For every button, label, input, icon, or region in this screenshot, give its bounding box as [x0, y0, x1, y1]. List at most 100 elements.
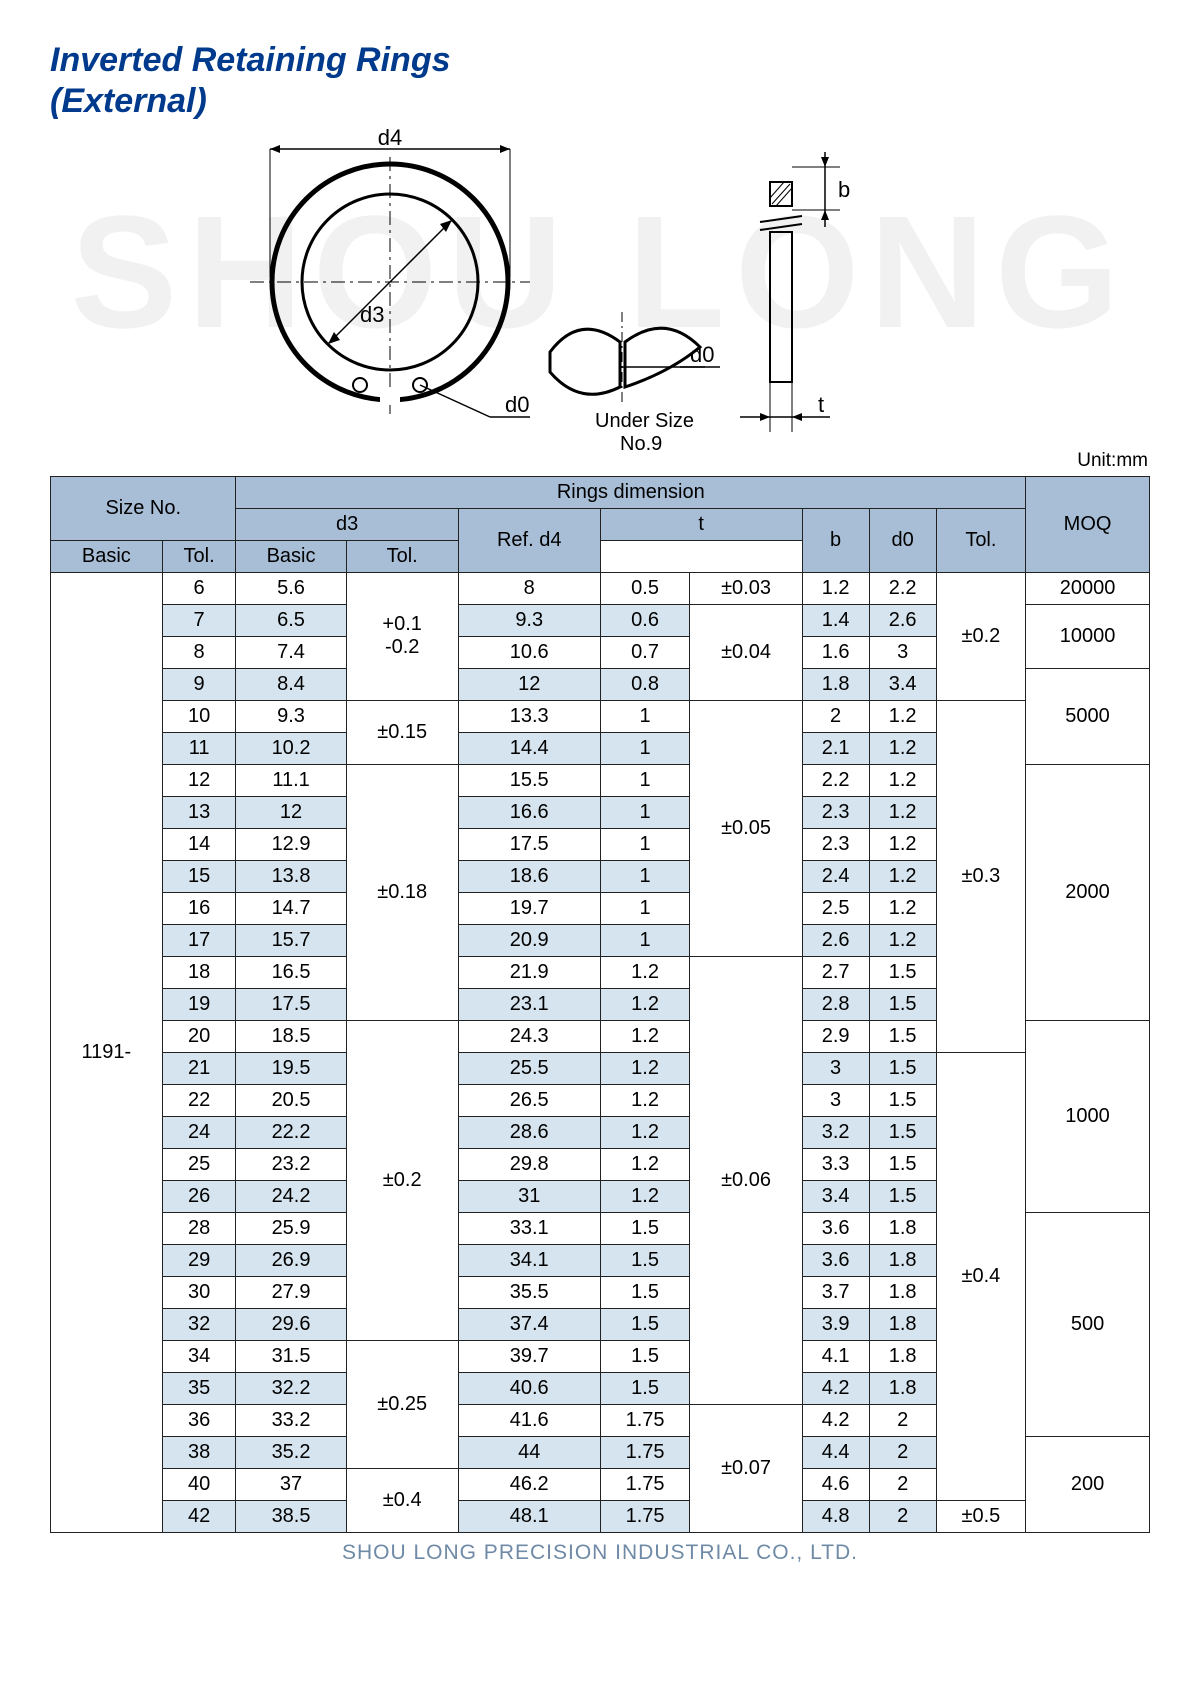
d4-cell: 37.4	[458, 1308, 600, 1340]
d3-basic-cell: 12	[236, 796, 346, 828]
footer: SHOU LONG PRECISION INDUSTRIAL CO., LTD.	[50, 1541, 1150, 1565]
t-tol-cell: ±0.06	[690, 956, 802, 1404]
b-label: b	[838, 177, 850, 202]
gtol-cell: ±0.5	[936, 1500, 1025, 1532]
d4-cell: 18.6	[458, 860, 600, 892]
d4-cell: 31	[458, 1180, 600, 1212]
d3-basic-cell: 5.6	[236, 572, 346, 604]
d4-cell: 20.9	[458, 924, 600, 956]
side-diagram: b t	[730, 152, 890, 452]
d3-basic-cell: 10.2	[236, 732, 346, 764]
d4-cell: 40.6	[458, 1372, 600, 1404]
h-d3-basic: Basic	[51, 540, 163, 572]
b-cell: 3.6	[802, 1212, 869, 1244]
moq-cell: 5000	[1026, 668, 1150, 764]
size-cell: 25	[162, 1148, 236, 1180]
t-basic-cell: 0.6	[600, 604, 690, 636]
h-sizeno: Size No.	[51, 476, 236, 540]
t-basic-cell: 1.75	[600, 1468, 690, 1500]
d4-cell: 28.6	[458, 1116, 600, 1148]
d3-label: d3	[360, 302, 384, 327]
title-line2: (External)	[50, 81, 1150, 122]
size-cell: 36	[162, 1404, 236, 1436]
d0-cell: 1.5	[869, 1084, 936, 1116]
d3-basic-cell: 7.4	[236, 636, 346, 668]
t-basic-cell: 1.5	[600, 1212, 690, 1244]
b-cell: 2.4	[802, 860, 869, 892]
b-cell: 2.1	[802, 732, 869, 764]
t-basic-cell: 1.2	[600, 1052, 690, 1084]
gtol-cell: ±0.2	[936, 572, 1025, 700]
b-cell: 4.8	[802, 1500, 869, 1532]
d4-cell: 44	[458, 1436, 600, 1468]
moq-cell: 20000	[1026, 572, 1150, 604]
d3-basic-cell: 31.5	[236, 1340, 346, 1372]
size-cell: 40	[162, 1468, 236, 1500]
b-cell: 3.2	[802, 1116, 869, 1148]
d4-cell: 48.1	[458, 1500, 600, 1532]
h-d3-tol: Tol.	[162, 540, 236, 572]
d0-cell: 3.4	[869, 668, 936, 700]
d0-cell: 1.5	[869, 1116, 936, 1148]
moq-cell: 2000	[1026, 764, 1150, 1020]
b-cell: 1.8	[802, 668, 869, 700]
d4-cell: 17.5	[458, 828, 600, 860]
t-tol-cell: ±0.07	[690, 1404, 802, 1532]
size-cell: 22	[162, 1084, 236, 1116]
d3-tol-cell: ±0.18	[346, 764, 458, 1020]
t-basic-cell: 1.75	[600, 1404, 690, 1436]
d4-cell: 15.5	[458, 764, 600, 796]
t-basic-cell: 1.5	[600, 1308, 690, 1340]
d3-basic-cell: 27.9	[236, 1276, 346, 1308]
size-cell: 17	[162, 924, 236, 956]
b-cell: 4.2	[802, 1404, 869, 1436]
d3-basic-cell: 32.2	[236, 1372, 346, 1404]
d3-basic-cell: 20.5	[236, 1084, 346, 1116]
h-moq: MOQ	[1026, 476, 1150, 572]
d0-cell: 1.8	[869, 1276, 936, 1308]
size-cell: 9	[162, 668, 236, 700]
d0-cell: 2.2	[869, 572, 936, 604]
t-basic-cell: 1	[600, 732, 690, 764]
b-cell: 2.3	[802, 796, 869, 828]
undersize-diagram: d0 Under Size No.9	[530, 292, 730, 462]
d0-cell: 1.2	[869, 924, 936, 956]
d0-cell: 1.5	[869, 1052, 936, 1084]
size-cell: 30	[162, 1276, 236, 1308]
table-header: Size No. Rings dimension MOQ d3 Ref. d4 …	[51, 476, 1150, 572]
b-cell: 3.4	[802, 1180, 869, 1212]
d4-cell: 13.3	[458, 700, 600, 732]
b-cell: 4.4	[802, 1436, 869, 1468]
d0-cell: 1.5	[869, 1148, 936, 1180]
h-tol: Tol.	[936, 508, 1025, 572]
b-cell: 2.6	[802, 924, 869, 956]
t-basic-cell: 0.5	[600, 572, 690, 604]
d3-basic-cell: 17.5	[236, 988, 346, 1020]
d4-cell: 39.7	[458, 1340, 600, 1372]
b-cell: 4.1	[802, 1340, 869, 1372]
prefix-cell: 1191-	[51, 572, 163, 1532]
moq-cell: 1000	[1026, 1020, 1150, 1212]
spec-table: Size No. Rings dimension MOQ d3 Ref. d4 …	[50, 476, 1150, 1533]
d4-cell: 29.8	[458, 1148, 600, 1180]
size-cell: 28	[162, 1212, 236, 1244]
d0-cell: 2	[869, 1500, 936, 1532]
d4-cell: 12	[458, 668, 600, 700]
t-basic-cell: 1	[600, 892, 690, 924]
size-cell: 42	[162, 1500, 236, 1532]
d3-basic-cell: 16.5	[236, 956, 346, 988]
d4-cell: 16.6	[458, 796, 600, 828]
h-d3: d3	[236, 508, 458, 540]
d0-cell: 1.8	[869, 1340, 936, 1372]
b-cell: 3.9	[802, 1308, 869, 1340]
size-cell: 26	[162, 1180, 236, 1212]
size-cell: 34	[162, 1340, 236, 1372]
d0-label-b: d0	[690, 342, 714, 367]
t-basic-cell: 1.2	[600, 1180, 690, 1212]
moq-cell: 500	[1026, 1212, 1150, 1436]
d3-basic-cell: 12.9	[236, 828, 346, 860]
t-basic-cell: 1.5	[600, 1340, 690, 1372]
d3-basic-cell: 37	[236, 1468, 346, 1500]
size-cell: 10	[162, 700, 236, 732]
d4-cell: 10.6	[458, 636, 600, 668]
